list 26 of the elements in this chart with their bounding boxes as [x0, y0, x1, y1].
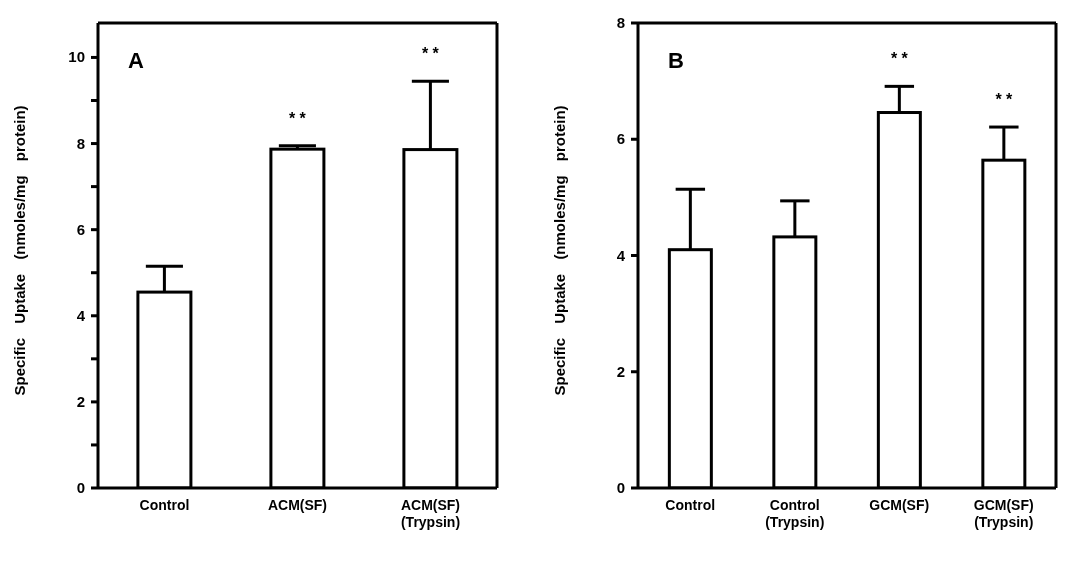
y-tick-label: 8 — [616, 14, 625, 31]
annotation: B — [668, 48, 684, 74]
y-tick-label: 4 — [76, 306, 86, 324]
y-tick-label: 2 — [616, 362, 625, 380]
y-tick-label: 0 — [76, 479, 85, 496]
x-tick-label: ACM(SF) — [267, 497, 328, 513]
x-tick-label: GCM(SF) (Trypsin) — [973, 497, 1034, 530]
annotation: * * — [890, 50, 909, 68]
x-tick-label: Control — [139, 497, 190, 513]
y-tick-label: 8 — [76, 134, 85, 152]
annotation: * * — [288, 109, 307, 127]
y-tick-label: 4 — [616, 246, 626, 264]
y-tick-label: 6 — [76, 220, 85, 238]
x-tick-label: Control — [665, 497, 716, 513]
y-axis-title: Specific Uptake (nmoles/mg protein) — [551, 105, 569, 396]
annotation: A — [128, 48, 144, 74]
x-tick-label: ACM(SF) (Trypsin) — [400, 497, 461, 530]
y-tick-label: 10 — [68, 48, 85, 66]
y-tick-label: 2 — [76, 392, 85, 410]
x-tick-label: GCM(SF) — [869, 497, 930, 513]
y-axis-title: Specific Uptake (nmoles/mg protein) — [11, 105, 29, 396]
annotation: * * — [421, 45, 440, 63]
y-tick-label: 0 — [616, 479, 625, 496]
y-tick-label: 6 — [616, 130, 625, 148]
x-tick-label: Control (Trypsin) — [765, 497, 825, 530]
annotation: * * — [995, 91, 1014, 109]
